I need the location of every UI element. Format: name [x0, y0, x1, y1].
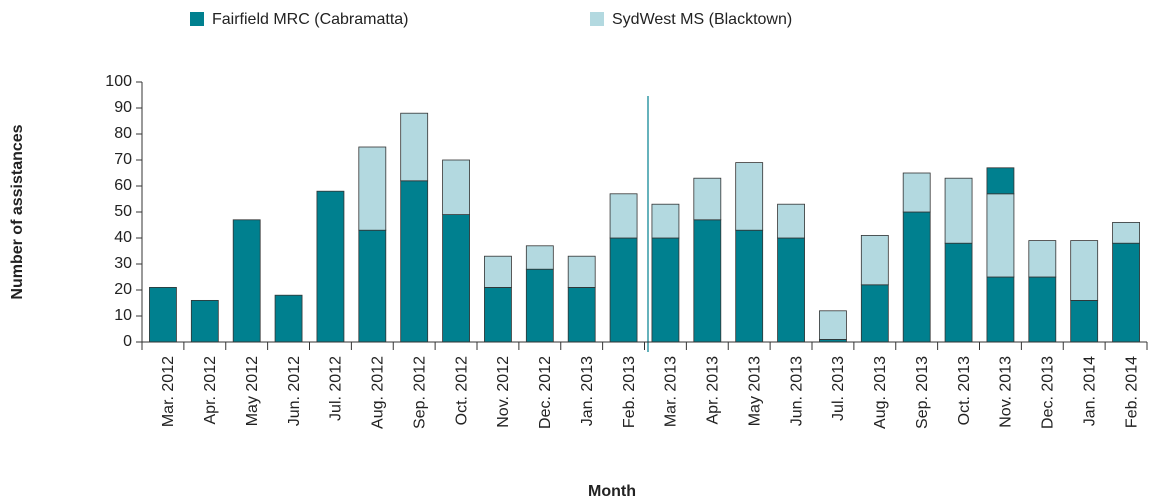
bar-segment: [902, 172, 931, 213]
bar-segment: [190, 299, 219, 343]
bar-segment: [777, 237, 805, 343]
bar-segment: [651, 203, 680, 239]
bar-segment: [567, 255, 596, 288]
y-tick-label: 90: [114, 99, 132, 116]
bar-segment: [986, 276, 1015, 343]
x-tick-label: Apr. 2012: [202, 356, 219, 425]
legend-label: SydWest MS (Blacktown): [612, 11, 792, 28]
bar-segment: [1028, 240, 1057, 278]
y-tick-label: 50: [114, 203, 132, 220]
bar-segment: [358, 146, 387, 231]
y-axis-label: Number of assistances: [9, 124, 26, 299]
y-tick-label: 100: [105, 73, 132, 90]
bar-segment: [860, 234, 889, 286]
x-tick-label: Jul. 2013: [830, 356, 847, 421]
bar-segment: [693, 219, 722, 343]
bar-segment: [609, 193, 638, 239]
x-tick-label: Jan. 2014: [1081, 356, 1098, 426]
bar-segment: [902, 211, 931, 343]
bar-segment: [944, 177, 973, 244]
bar-segment: [442, 159, 470, 215]
x-tick-label: May 2012: [244, 356, 261, 426]
bar-segment: [400, 112, 429, 182]
bar-segment: [735, 162, 764, 231]
bar-segment: [1070, 299, 1099, 343]
x-tick-label: Jun. 2012: [286, 356, 303, 426]
bar-segment: [944, 242, 973, 343]
bar-segment: [525, 245, 554, 270]
legend-swatch: [590, 12, 604, 26]
bar-segment: [400, 180, 429, 343]
y-tick-label: 80: [114, 125, 132, 142]
x-tick-label: Nov. 2013: [998, 356, 1015, 428]
x-tick-label: Oct. 2012: [453, 356, 470, 425]
x-tick-label: Oct. 2013: [956, 356, 973, 425]
x-tick-label: Mar. 2013: [663, 356, 680, 427]
x-tick-label: Feb. 2013: [621, 356, 638, 428]
bar-segment: [525, 268, 554, 343]
bar-segment: [651, 237, 680, 343]
x-tick-label: May 2013: [746, 356, 763, 426]
x-tick-label: Feb. 2014: [1123, 356, 1140, 428]
y-tick-label: 10: [114, 307, 132, 324]
bar-segment: [484, 255, 512, 288]
x-tick-label: Sep. 2012: [411, 356, 428, 429]
bar-segment: [149, 286, 177, 343]
bar-segment: [358, 229, 387, 343]
y-tick-label: 30: [114, 255, 132, 272]
x-tick-label: Sep. 2013: [914, 356, 931, 429]
x-axis-label: Month: [588, 483, 636, 500]
bar-segment: [819, 310, 847, 340]
x-tick-label: Nov. 2012: [495, 356, 512, 428]
bar-segment: [442, 214, 470, 343]
y-tick-label: 0: [123, 333, 132, 350]
x-tick-label: Mar. 2012: [160, 356, 177, 427]
bar-segment: [567, 286, 596, 343]
legend-label: Fairfield MRC (Cabramatta): [212, 11, 408, 28]
bar-segment: [274, 294, 303, 343]
x-tick-label: Jul. 2012: [328, 356, 345, 421]
x-tick-label: Dec. 2013: [1040, 356, 1057, 429]
x-tick-label: Jun. 2013: [788, 356, 805, 426]
x-tick-label: Aug. 2013: [872, 356, 889, 429]
bar-segment: [484, 286, 512, 343]
bar-segment: [986, 167, 1015, 195]
x-tick-label: Aug. 2012: [370, 356, 387, 429]
bar-segment: [693, 177, 722, 221]
bar-segment: [1112, 221, 1140, 244]
bar-segment: [860, 284, 889, 343]
bar-segment: [735, 229, 764, 343]
bar-segment: [986, 193, 1015, 278]
y-tick-label: 20: [114, 281, 132, 298]
legend-swatch: [190, 12, 204, 26]
bar-segment: [316, 190, 345, 343]
x-tick-label: Apr. 2013: [705, 356, 722, 425]
bar-segment: [1070, 240, 1099, 301]
y-tick-label: 40: [114, 229, 132, 246]
y-tick-label: 70: [114, 151, 132, 168]
bar-segment: [777, 203, 805, 239]
x-tick-label: Jan. 2013: [579, 356, 596, 426]
bar-segment: [1112, 242, 1140, 343]
bar-segment: [609, 237, 638, 343]
bar-segment: [232, 219, 261, 343]
bar-segment: [1028, 276, 1057, 343]
y-tick-label: 60: [114, 177, 132, 194]
x-tick-label: Dec. 2012: [537, 356, 554, 429]
